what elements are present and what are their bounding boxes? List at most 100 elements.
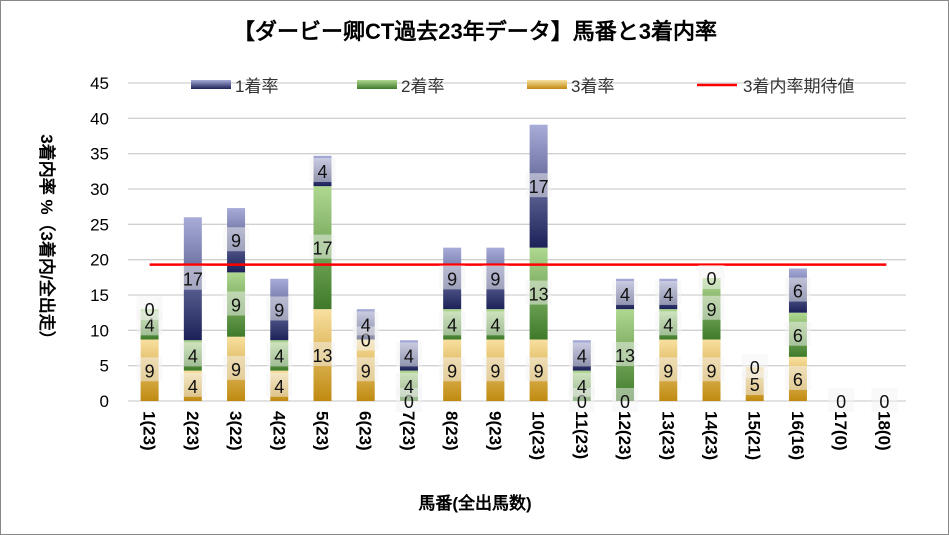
data-label: 0 [620,392,630,412]
data-label-bg [395,342,422,367]
data-label-bg [871,388,898,412]
data-label: 4 [663,285,673,305]
data-label: 0 [836,392,846,412]
data-label: 9 [447,361,457,381]
y-axis-label: 3着内率 %（3着内/全出走） [37,134,57,347]
data-label-bg [266,342,293,367]
data-label: 0 [145,300,155,320]
legend-label: 2着率 [401,77,444,96]
data-label: 9 [663,361,673,381]
data-label-bg [136,357,163,382]
data-label-bg [828,388,855,412]
data-label: 9 [706,300,716,320]
x-tick-label: 12(23) [615,411,634,460]
y-tick-label: 45 [90,74,109,93]
data-label: 17 [312,239,332,259]
data-label: 4 [404,377,414,397]
data-label-bg [266,372,293,397]
data-label: 9 [490,269,500,289]
data-label: 13 [529,285,549,305]
data-label: 4 [145,315,155,335]
data-label: 9 [706,361,716,381]
y-tick-label: 35 [90,145,109,164]
data-label-bg [698,265,725,290]
data-label: 4 [663,315,673,335]
data-label-bg [525,357,552,382]
data-label: 4 [188,377,198,397]
data-label-bg [136,296,163,321]
data-label: 6 [793,326,803,346]
data-label: 0 [879,392,889,412]
x-tick-label: 11(23) [572,411,591,459]
data-label: 13 [615,346,635,366]
data-label-bg [395,372,422,397]
data-label-bg [655,280,682,305]
data-label-bg [223,291,250,316]
data-label-bg [266,296,293,321]
data-label: 6 [793,282,803,302]
data-label-bg [309,342,336,367]
x-tick-label: 3(22) [226,411,245,451]
data-label: 9 [145,361,155,381]
legend-label: 3着内率期待値 [743,77,854,96]
data-label: 9 [274,300,284,320]
data-label-bg [612,280,639,305]
x-tick-label: 1(23) [140,411,159,451]
data-label: 9 [231,296,241,316]
data-label: 0 [750,358,760,378]
legend-swatch [191,80,231,89]
x-tick-label: 9(23) [485,411,504,451]
data-label-bg [612,342,639,367]
data-label-bg [741,354,768,379]
x-tick-label: 8(23) [442,411,461,451]
data-label: 4 [274,377,284,397]
y-tick-label: 10 [90,321,109,340]
data-label-bg [309,234,336,259]
data-label-bg [784,277,811,302]
x-tick-label: 14(23) [702,411,721,460]
y-tick-label: 20 [90,251,109,270]
data-label-bg [482,265,509,290]
data-label: 4 [317,162,327,182]
data-label-bg [482,357,509,382]
y-tick-label: 0 [100,392,109,411]
data-label: 9 [231,231,241,251]
data-label-bg [612,388,639,412]
data-label: 17 [183,270,203,290]
data-label: 6 [793,370,803,390]
x-tick-label: 16(16) [788,411,807,460]
data-label-bg [223,227,250,252]
data-label: 17 [529,177,549,197]
x-tick-label: 7(23) [399,411,418,451]
data-label-bg [439,311,466,336]
data-label: 4 [361,315,371,335]
data-label-bg [655,311,682,336]
data-label: 4 [188,346,198,366]
data-label: 9 [534,361,544,381]
x-tick-label: 13(23) [658,411,677,460]
data-label: 4 [490,315,500,335]
data-label-bg [698,357,725,382]
data-label-bg [482,311,509,336]
data-label-bg [439,357,466,382]
y-tick-label: 25 [90,215,109,234]
y-tick-label: 40 [90,109,109,128]
x-tick-label: 10(23) [529,411,548,460]
data-label-bg [223,355,250,380]
data-label: 4 [447,315,457,335]
data-label-bg [525,280,552,305]
data-label: 9 [361,361,371,381]
x-tick-label: 17(0) [831,411,850,451]
data-label-bg [309,157,336,182]
x-tick-label: 6(23) [356,411,375,451]
data-label-bg [525,173,552,198]
data-label-bg [179,372,206,397]
x-tick-label: 5(23) [313,411,332,451]
data-label-bg [784,321,811,346]
data-label: 4 [620,285,630,305]
data-label-bg [784,365,811,390]
data-label-bg [655,357,682,382]
data-label-bg [352,357,379,382]
y-tick-label: 15 [90,286,109,305]
